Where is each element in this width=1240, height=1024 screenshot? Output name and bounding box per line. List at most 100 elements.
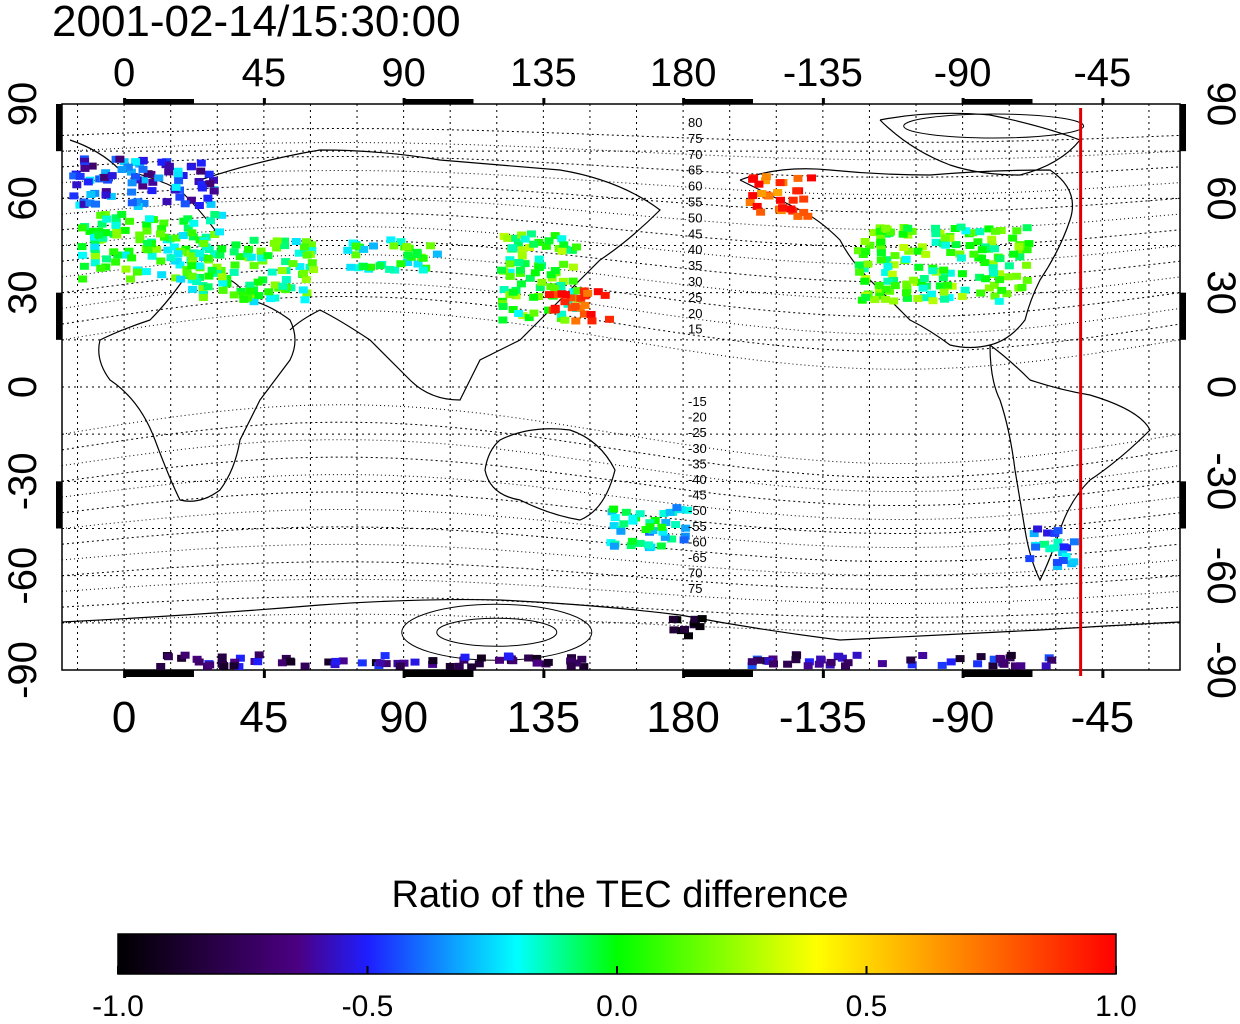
tec-cell bbox=[90, 253, 100, 260]
tec-cell bbox=[906, 656, 916, 664]
tec-cell bbox=[159, 219, 169, 227]
tec-cell bbox=[529, 293, 539, 301]
contour-line bbox=[62, 491, 1180, 534]
tec-cell bbox=[294, 249, 304, 257]
tec-cell bbox=[277, 267, 287, 274]
tec-cell bbox=[77, 243, 87, 251]
tec-cell bbox=[535, 284, 545, 292]
tec-cell bbox=[957, 270, 967, 278]
tec-cell bbox=[524, 314, 534, 322]
contour-line bbox=[62, 543, 1180, 576]
tec-cell bbox=[792, 651, 802, 659]
tec-cell bbox=[182, 266, 192, 274]
colorbar-title: Ratio of the TEC difference bbox=[391, 874, 849, 916]
contour-label: 70 bbox=[688, 566, 702, 581]
tec-cell bbox=[529, 240, 539, 248]
tec-cell bbox=[94, 231, 104, 239]
tec-cell bbox=[556, 282, 566, 289]
tec-cell bbox=[198, 285, 208, 293]
tec-cell bbox=[1014, 243, 1024, 251]
contour-label: 75 bbox=[688, 131, 702, 146]
tec-cell bbox=[657, 523, 667, 531]
tec-cell bbox=[745, 199, 755, 206]
tec-cell bbox=[672, 504, 682, 512]
tec-cell bbox=[197, 180, 207, 188]
tec-cell bbox=[944, 294, 954, 302]
tec-cell bbox=[139, 176, 148, 184]
bottom-lon-tick-label: -90 bbox=[931, 693, 995, 742]
tec-cell bbox=[877, 660, 887, 668]
tec-cell bbox=[203, 283, 213, 291]
tec-cell bbox=[75, 172, 85, 180]
tec-cell bbox=[205, 661, 215, 669]
tec-cell bbox=[186, 163, 196, 171]
tec-cell bbox=[940, 234, 950, 242]
tec-cell bbox=[940, 295, 949, 303]
tec-cell bbox=[875, 292, 885, 300]
contour-label: 30 bbox=[688, 274, 702, 289]
tec-cell bbox=[938, 274, 948, 282]
tec-cell bbox=[965, 242, 975, 249]
tec-cell bbox=[165, 235, 175, 243]
tec-cell bbox=[861, 248, 871, 255]
tec-cell bbox=[217, 211, 227, 219]
tec-cell bbox=[204, 272, 214, 280]
tec-cell bbox=[1004, 273, 1014, 281]
tec-cell bbox=[1047, 656, 1057, 664]
contour-line bbox=[62, 310, 1180, 370]
tec-cell bbox=[188, 285, 198, 293]
tec-cell bbox=[557, 247, 567, 255]
tec-cell bbox=[927, 290, 936, 298]
tec-cell bbox=[943, 281, 952, 289]
tec-cell bbox=[679, 536, 689, 544]
tec-cell bbox=[428, 660, 438, 668]
tec-cell bbox=[680, 532, 690, 540]
tec-cell bbox=[793, 212, 803, 220]
tec-cell bbox=[197, 184, 207, 192]
tec-cell bbox=[919, 294, 929, 302]
lon-tick-mark bbox=[1101, 670, 1105, 678]
tec-cell bbox=[890, 252, 900, 260]
tec-cell bbox=[175, 261, 185, 269]
tec-cell bbox=[83, 178, 93, 186]
tec-cell bbox=[80, 164, 90, 172]
tec-cell bbox=[229, 291, 239, 299]
tec-cell bbox=[684, 632, 693, 640]
tec-cell bbox=[886, 228, 895, 236]
tec-cell bbox=[511, 234, 521, 242]
tec-cell bbox=[874, 281, 884, 289]
tec-cell bbox=[249, 262, 259, 270]
tec-cell bbox=[206, 217, 215, 225]
tec-cell bbox=[244, 245, 253, 253]
tec-cell bbox=[460, 653, 470, 661]
tec-cell bbox=[579, 663, 589, 670]
tec-cell bbox=[142, 227, 152, 235]
tec-cell bbox=[946, 658, 956, 666]
tec-cell bbox=[520, 235, 530, 243]
tec-cell bbox=[100, 173, 110, 181]
tec-cell bbox=[147, 252, 157, 260]
contour-label: 20 bbox=[688, 306, 702, 321]
tec-cell bbox=[975, 273, 985, 281]
tec-cell bbox=[668, 615, 678, 623]
contour-label: -20 bbox=[688, 410, 707, 425]
tec-cell bbox=[826, 658, 836, 666]
contour-label: -65 bbox=[688, 550, 707, 565]
tec-cell bbox=[357, 659, 367, 667]
tec-cell bbox=[645, 523, 655, 531]
tec-cell bbox=[380, 652, 390, 660]
tec-cell bbox=[881, 285, 891, 293]
tec-cell bbox=[747, 662, 757, 669]
tec-cell bbox=[973, 238, 983, 246]
tec-cell bbox=[346, 263, 356, 271]
tec-cell bbox=[138, 182, 148, 190]
tec-cell bbox=[860, 238, 870, 245]
tec-cell bbox=[403, 259, 413, 266]
tec-cell bbox=[403, 251, 413, 259]
right-lat-tick-label: 60 bbox=[1199, 176, 1240, 221]
tec-cell bbox=[544, 237, 554, 245]
tec-cell bbox=[803, 212, 813, 220]
top-lon-tick-label: 45 bbox=[242, 51, 287, 95]
edge-bar bbox=[962, 99, 1033, 104]
tec-cell bbox=[230, 261, 240, 269]
